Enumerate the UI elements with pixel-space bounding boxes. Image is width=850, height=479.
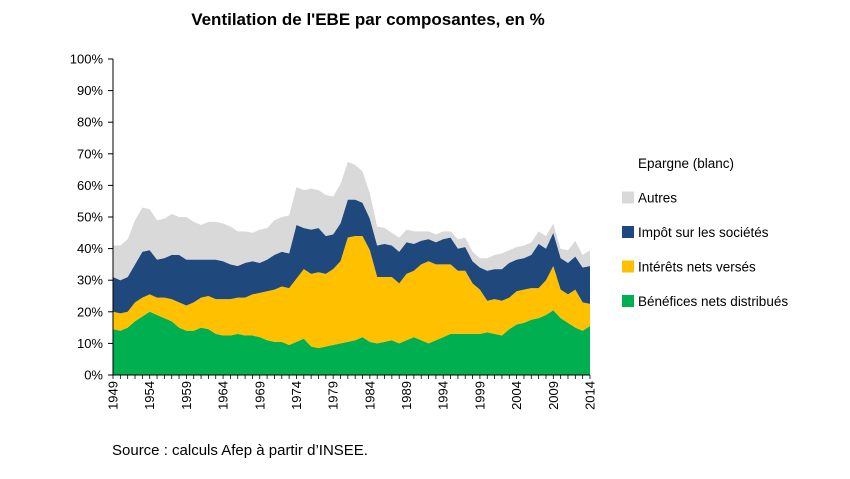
legend-label-interets-nets-verses: Intérêts nets versés	[638, 260, 756, 275]
area-benefices-nets-distribues	[113, 310, 590, 375]
y-tick-label: 10%	[77, 336, 103, 351]
x-tick-label: 2014	[583, 381, 598, 410]
x-tick-label: 1969	[252, 381, 267, 410]
x-tick-label: 1979	[326, 381, 341, 410]
source-note: Source : calculs Afep à partir d’INSEE.	[112, 442, 368, 459]
x-tick-label: 1959	[179, 381, 194, 410]
legend: Epargne (blanc) Autres Impôt sur les socié…	[622, 156, 788, 309]
y-tick-label: 40%	[77, 241, 103, 256]
legend-label-autres: Autres	[638, 191, 677, 206]
x-tick-label: 1954	[142, 381, 157, 410]
area-epargne-blanc	[113, 59, 590, 259]
x-tick-label: 1989	[399, 381, 414, 410]
x-tick-label: 1999	[472, 381, 487, 410]
plot-areas	[113, 59, 590, 375]
y-tick-label: 0%	[84, 368, 103, 383]
x-tick-label: 1949	[106, 381, 121, 410]
legend-label-impot-sur-les-societes: Impôt sur les sociétés	[638, 225, 769, 240]
x-tick-label: 2004	[509, 381, 524, 410]
y-tick-label: 30%	[77, 273, 103, 288]
legend-swatch-benefices-nets-distribues	[622, 295, 634, 307]
x-tick-label: 1994	[436, 381, 451, 410]
y-tick-label: 60%	[77, 178, 103, 193]
x-tick-label: 2009	[546, 381, 561, 410]
y-tick-label: 20%	[77, 304, 103, 319]
y-tick-label: 70%	[77, 146, 103, 161]
x-tick-label: 1974	[289, 381, 304, 410]
area-interets-nets-verses	[113, 235, 590, 349]
legend-label-epargne-blanc: Epargne (blanc)	[638, 156, 734, 171]
y-tick-label: 50%	[77, 210, 103, 225]
legend-swatch-interets-nets-verses	[622, 260, 634, 273]
x-tick-label: 1984	[362, 381, 377, 410]
x-tick-label: 1964	[216, 381, 231, 410]
axes: 0% 10% 20% 30% 40% 50% 60% 70% 80% 90% 100% 1949 195…	[70, 52, 598, 410]
legend-label-benefices-nets-distribues: Bénéfices nets distribués	[638, 294, 788, 309]
y-tick-label: 100%	[70, 52, 104, 67]
y-tick-label: 80%	[77, 115, 103, 130]
area-impot-sur-les-societes	[113, 199, 590, 314]
area-autres	[113, 161, 590, 281]
legend-swatch-autres	[622, 191, 634, 204]
chart-title: Ventilation de l'EBE par composantes, en…	[191, 10, 545, 29]
legend-swatch-impot-sur-les-societes	[622, 226, 634, 238]
y-tick-label: 90%	[77, 83, 103, 98]
